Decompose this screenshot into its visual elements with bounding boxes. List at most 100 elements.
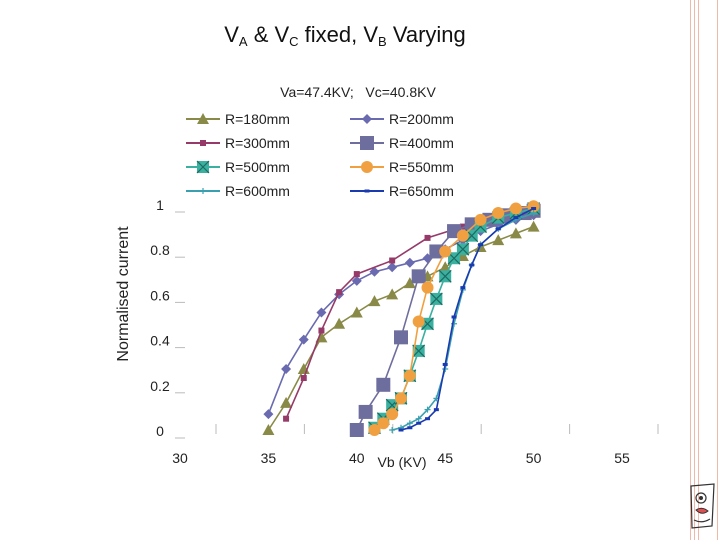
- legend-marker: [364, 189, 370, 193]
- logo-icon: [690, 483, 715, 529]
- data-point: [283, 415, 290, 422]
- data-point: [469, 263, 475, 267]
- x-tick-label: 50: [526, 450, 542, 466]
- slide-border-line-3: [698, 0, 699, 540]
- data-point: [281, 363, 292, 374]
- data-point: [416, 421, 422, 425]
- y-tick-label: 0.4: [150, 333, 170, 349]
- legend-item: R=500mm: [186, 159, 290, 175]
- data-point: [451, 315, 457, 319]
- x-tick-label: 40: [349, 450, 365, 466]
- data-point: [429, 292, 443, 306]
- data-point: [406, 420, 413, 427]
- legend-marker: [197, 113, 209, 124]
- slide-title: VA & VC fixed, VB Varying: [224, 22, 466, 49]
- data-point: [456, 242, 470, 256]
- series-r-400mm: [349, 203, 541, 437]
- data-point: [513, 216, 519, 220]
- legend-item: R=550mm: [350, 159, 454, 175]
- series-layer: [262, 200, 541, 437]
- slide-border-line-1: [690, 0, 691, 540]
- legend-item: R=300mm: [186, 135, 290, 151]
- data-point: [424, 406, 431, 413]
- data-point: [459, 223, 466, 230]
- data-point: [403, 369, 416, 382]
- data-point: [368, 424, 381, 436]
- data-point: [280, 396, 293, 408]
- data-point: [509, 227, 522, 239]
- legend-marker: [361, 161, 373, 173]
- legend-label: R=650mm: [389, 183, 454, 199]
- data-point: [377, 417, 390, 430]
- y-tick-label: 0.2: [150, 378, 170, 394]
- legend-marker: [362, 114, 372, 124]
- data-point: [369, 266, 380, 277]
- y-axis-label: Normalised current: [115, 226, 132, 362]
- legend-item: R=180mm: [186, 111, 290, 127]
- legend-marker: [360, 136, 374, 150]
- data-point: [530, 210, 537, 217]
- data-point: [460, 286, 466, 290]
- data-point: [492, 234, 505, 246]
- data-point: [350, 306, 363, 318]
- data-point: [395, 392, 407, 405]
- data-point: [509, 202, 522, 215]
- data-point: [421, 281, 434, 294]
- series-line: [267, 214, 534, 415]
- data-point: [386, 288, 399, 300]
- data-point: [263, 409, 274, 420]
- data-point: [368, 295, 381, 307]
- data-point: [387, 262, 398, 273]
- data-point: [318, 327, 325, 334]
- data-point: [336, 289, 343, 296]
- data-point: [300, 375, 307, 382]
- data-point: [495, 227, 501, 231]
- chart-subtitle: Va=47.4KV; Vc=40.8KV: [280, 84, 436, 100]
- y-tick-label: 0: [156, 423, 164, 439]
- data-point: [412, 344, 426, 358]
- data-point: [389, 427, 396, 433]
- legend-marker: [200, 188, 206, 194]
- axis-layer: 0 0.2 0.4 0.6 0.8 1 30 35 40 45 50 55: [150, 197, 659, 466]
- x-tick-label: 45: [437, 450, 453, 466]
- data-point: [478, 243, 484, 247]
- legend-label: R=550mm: [389, 159, 454, 175]
- data-point: [358, 404, 373, 419]
- data-point: [398, 428, 404, 432]
- data-point: [394, 330, 408, 345]
- y-tick-label: 0.6: [150, 287, 170, 303]
- data-point: [298, 334, 309, 345]
- slide-border-line-4: [717, 0, 718, 540]
- data-point: [351, 275, 362, 286]
- legend-label: R=500mm: [225, 159, 290, 175]
- x-axis-label: Vb (KV): [377, 454, 426, 470]
- x-tick-label: 55: [614, 450, 630, 466]
- x-tick-label: 30: [172, 450, 188, 466]
- data-point: [404, 257, 415, 268]
- legend-label: R=180mm: [225, 111, 290, 127]
- data-point: [438, 269, 452, 283]
- data-point: [349, 423, 364, 437]
- data-point: [376, 377, 391, 392]
- legend-marker: [196, 160, 210, 174]
- legend-item: R=400mm: [350, 135, 454, 151]
- legend-item: R=650mm: [350, 183, 454, 199]
- data-point: [492, 207, 505, 220]
- legend-item: R=200mm: [350, 111, 454, 127]
- data-point: [474, 213, 487, 226]
- data-point: [412, 315, 425, 328]
- series-line: [356, 210, 534, 431]
- legend: R=180mm R=200mm R=300mm R=400mm R=500mm R=550…: [186, 111, 454, 199]
- data-point: [333, 317, 346, 329]
- data-point: [262, 424, 275, 435]
- data-point: [527, 220, 540, 232]
- legend-label: R=600mm: [225, 183, 290, 199]
- data-point: [353, 271, 360, 278]
- data-point: [403, 277, 416, 289]
- y-tick-label: 0.8: [150, 242, 170, 258]
- data-point: [429, 244, 444, 259]
- legend-label: R=200mm: [389, 111, 454, 127]
- data-point: [456, 229, 469, 242]
- series-r-650mm: [398, 207, 537, 432]
- chart: 0 0.2 0.4 0.6 0.8 1 30 35 40 45 50 55 R=180mm R=200m…: [115, 84, 659, 470]
